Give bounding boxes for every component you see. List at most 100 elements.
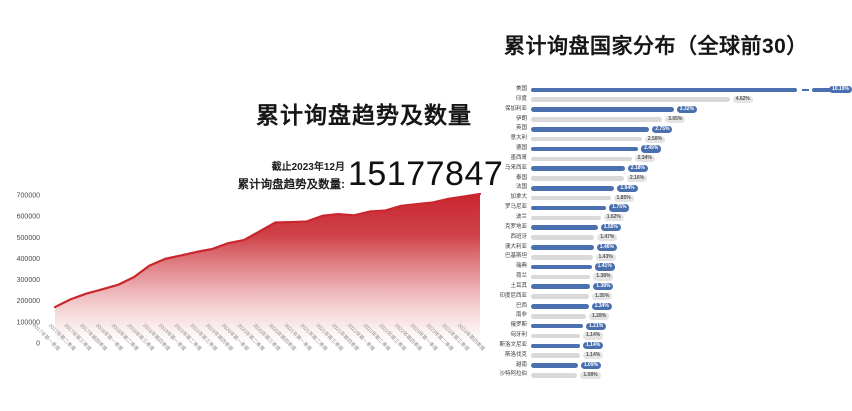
bar-track: 2.58% — [531, 134, 852, 144]
bar-row: 克罗地亚 1.55% — [492, 223, 852, 233]
bar — [531, 353, 580, 358]
bar — [531, 343, 580, 349]
bar-track: 1.94% — [531, 183, 852, 193]
bar — [531, 333, 580, 339]
stat-label-block: 截止2023年12月 累计询盘趋势及数量: — [170, 158, 345, 192]
bar-row: 伊朗 3.05% — [492, 115, 852, 125]
bar-track: 1.38% — [531, 282, 852, 292]
bar — [531, 87, 797, 93]
bar-row: 罗马尼亚 1.75% — [492, 203, 852, 213]
y-axis-tick-label: 400000 — [17, 256, 40, 263]
bar-row: 西班牙 1.47% — [492, 233, 852, 243]
bar-row: 马来西亚 2.18% — [492, 164, 852, 174]
bar-row-label: 沙特阿拉伯 — [499, 371, 527, 378]
bar-row-label: 俄罗斯 — [510, 322, 527, 329]
country-chart-title: 累计询盘国家分布（全球前30） — [504, 35, 808, 58]
bar — [531, 97, 730, 103]
bar-value-badge: 2.58% — [644, 135, 666, 143]
bar — [531, 107, 674, 112]
bar-value-badge: 1.75% — [609, 204, 630, 212]
bar-track: 3.32% — [531, 105, 852, 115]
bar-track: 1.46% — [531, 243, 852, 253]
bar-track: 1.08% — [531, 370, 852, 380]
bar-value-badge: 1.43% — [595, 253, 616, 261]
bar — [531, 166, 625, 171]
stat-label: 累计询盘趋势及数量: — [237, 179, 345, 191]
bar-value-badge: 3.32% — [676, 105, 697, 114]
bar — [531, 146, 639, 152]
bar-row: 波兰 1.62% — [492, 213, 852, 223]
y-axis-tick-label: 500000 — [17, 235, 40, 242]
bar-row: 澳大利亚 1.46% — [492, 243, 852, 253]
bar-value-badge: 4.62% — [732, 96, 753, 104]
bar-row-label: 意大利 — [510, 135, 527, 142]
bar-value-badge: 2.18% — [627, 165, 648, 173]
bar-track: 3.05% — [531, 115, 852, 125]
bar-row: 荷兰 1.38% — [492, 272, 852, 282]
bar-row: 土耳其 1.38% — [492, 282, 852, 292]
bar-track: 1.14% — [531, 351, 852, 361]
bar — [531, 284, 591, 290]
bar-track: 2.16% — [531, 174, 852, 184]
bar-track: 1.34% — [531, 302, 852, 312]
bar — [531, 304, 589, 309]
bar-track: 1.43% — [531, 252, 852, 262]
bar-track: 10.19% — [531, 85, 852, 95]
bar-value-badge: 1.34% — [591, 302, 612, 311]
bar-value-badge: 1.14% — [583, 352, 604, 360]
bar-row-label: 土耳其 — [510, 282, 527, 289]
bar-track: 1.14% — [531, 341, 852, 351]
bar-value-badge: 1.08% — [580, 371, 601, 379]
y-axis-tick-label: 300000 — [17, 277, 40, 284]
bar-value-badge: 2.75% — [652, 125, 673, 133]
y-axis-tick-label: 200000 — [17, 298, 40, 305]
bar-track: 1.75% — [531, 203, 852, 213]
bar-row: 法国 1.94% — [492, 183, 852, 193]
bar-row: 英国 2.75% — [492, 124, 852, 134]
bar — [531, 264, 592, 270]
trend-area-chart: 0 100000 200000 300000 400000 500000 600000 700… — [17, 192, 487, 353]
bar-track: 2.49% — [531, 144, 852, 154]
bar-track: 2.75% — [531, 124, 852, 134]
bar-row-label: 澳大利亚 — [504, 243, 527, 250]
bar-row-label: 波兰 — [515, 213, 527, 220]
bar-value-badge: 1.38% — [593, 283, 614, 291]
bar-value-badge: 1.14% — [583, 332, 604, 340]
trend-area — [55, 193, 480, 343]
bar-row-label: 伊朗 — [515, 115, 527, 122]
axis-break-cap — [812, 87, 831, 93]
bar-row-label: 美国 — [515, 86, 527, 92]
bar-row-label: 法国 — [515, 184, 527, 191]
bar-value-badge: 1.46% — [596, 243, 617, 251]
bar-value-badge: 2.49% — [641, 145, 662, 153]
bar-row: 斯洛文尼亚 1.14% — [492, 341, 852, 351]
bar-row-label: 墨西哥 — [510, 154, 527, 161]
bar-row: 南非 1.28% — [492, 311, 852, 321]
bar-row: 加拿大 1.85% — [492, 193, 852, 203]
bar-track: 1.35% — [531, 292, 852, 302]
bar-row: 墨西哥 2.34% — [492, 154, 852, 164]
bar-row: 美国 10.19% — [492, 85, 852, 95]
axis-break-dash — [802, 89, 809, 91]
bar-track: 1.47% — [531, 233, 852, 243]
stat-caption: 截止2023年12月 — [271, 162, 345, 173]
bar — [531, 156, 632, 162]
bar-value-badge: 1.21% — [586, 322, 607, 330]
bar-value-badge: 1.41% — [594, 263, 615, 271]
trend-line — [53, 192, 482, 309]
bar — [531, 136, 642, 142]
bar-row-label: 巴西 — [515, 302, 527, 309]
bar-row-label: 匈牙利 — [510, 332, 527, 339]
bar-track: 1.09% — [531, 361, 852, 371]
bar-value-badge: 1.38% — [593, 273, 614, 281]
bar-track: 1.85% — [531, 193, 852, 203]
bar-row: 巴基斯坦 1.43% — [492, 252, 852, 262]
bar-row: 德国 2.49% — [492, 144, 852, 154]
bar-row-label: 荷兰 — [515, 273, 527, 280]
bar — [531, 294, 590, 299]
bar-value-badge: 1.85% — [613, 194, 634, 202]
bar-row: 意大利 2.58% — [492, 134, 852, 144]
bar-row-label: 斯洛伐克 — [504, 351, 527, 358]
bar-row: 俄罗斯 1.21% — [492, 321, 852, 331]
